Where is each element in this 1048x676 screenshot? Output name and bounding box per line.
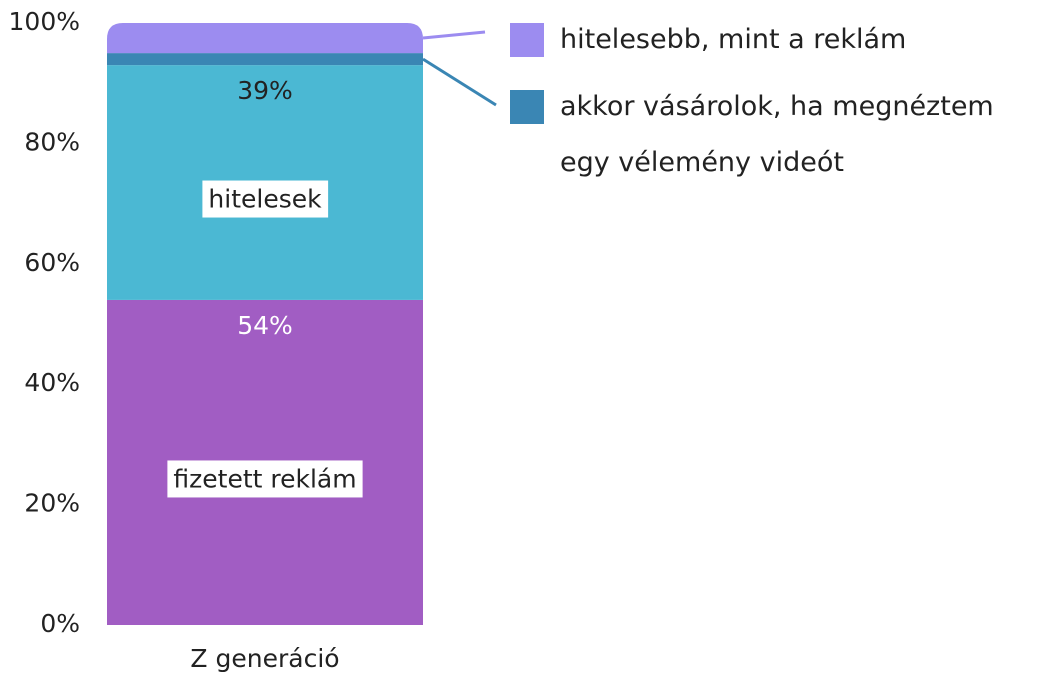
segment-label-bg <box>167 460 363 498</box>
y-tick-label: 80% <box>24 127 80 156</box>
legend-label: akkor vásárolok, ha megnéztem egy vélemé… <box>560 91 994 178</box>
y-tick-label: 100% <box>9 7 80 36</box>
leader-line <box>422 57 497 107</box>
y-tick-label: 40% <box>24 368 80 397</box>
value-label: 39% <box>237 76 293 105</box>
legend-swatch <box>510 90 544 124</box>
segment-label: hitelesek <box>208 185 322 214</box>
leader-line <box>422 30 486 40</box>
value-label: 54% <box>237 311 293 340</box>
y-tick-label: 20% <box>24 489 80 518</box>
bar-segment <box>107 53 423 66</box>
bar-segment <box>107 23 423 54</box>
y-tick-label: 0% <box>40 609 80 638</box>
y-tick-label: 60% <box>24 248 80 277</box>
segment-label-bg <box>202 180 329 218</box>
legend-swatch <box>510 23 544 57</box>
legend-label: hitelesebb, mint a reklám <box>560 24 907 55</box>
x-tick-label: Z generáció <box>190 644 339 673</box>
segment-label: fizetett reklám <box>173 464 356 493</box>
